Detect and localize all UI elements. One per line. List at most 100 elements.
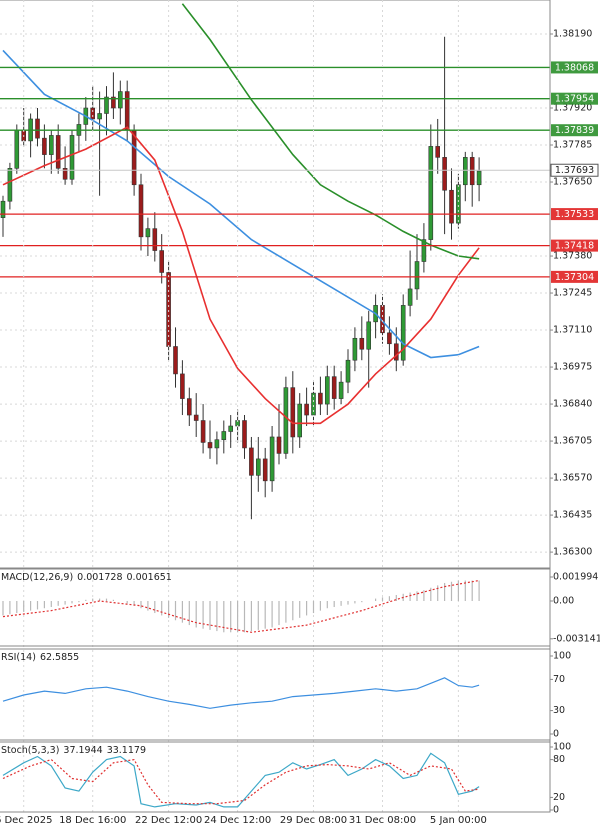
candle-body xyxy=(331,376,337,399)
candle xyxy=(290,371,296,454)
candle-body xyxy=(449,189,454,224)
candle xyxy=(111,72,116,119)
y-tick-label: 1.37785 xyxy=(553,140,592,151)
candle-body xyxy=(124,91,130,131)
candle-body xyxy=(276,436,282,454)
candle xyxy=(462,151,468,202)
y-tick-label: 80 xyxy=(553,754,565,765)
y-tick-label: 1.36975 xyxy=(553,362,592,373)
y-tick-label: 0.001994 xyxy=(553,572,598,583)
indicator-name: RSI(14) xyxy=(1,652,36,663)
candle-body xyxy=(262,458,268,482)
candle xyxy=(249,436,254,520)
candle-body xyxy=(48,135,54,155)
level-label: 1.37839 xyxy=(555,125,594,136)
candle xyxy=(62,146,68,185)
candle-body xyxy=(414,261,420,290)
candle-body xyxy=(249,447,254,476)
candle-body xyxy=(180,373,185,399)
candle xyxy=(331,365,337,410)
candle xyxy=(255,436,261,492)
indicator-title: Stoch(5,3,3) 37.1944 33.1179 xyxy=(1,745,146,756)
candle-body xyxy=(297,403,303,438)
candle-body xyxy=(469,157,475,186)
indicator-readout: 62.5855 xyxy=(40,652,79,663)
candle-body xyxy=(428,146,434,240)
candle-body xyxy=(462,157,468,186)
level-label: 1.37533 xyxy=(555,209,594,220)
candle-body xyxy=(90,107,95,120)
y-tick-label: 1.37110 xyxy=(553,325,592,336)
candle-body xyxy=(104,96,109,114)
candle-body xyxy=(476,170,482,186)
candle xyxy=(145,217,151,257)
indicator-name: Stoch(5,3,3) xyxy=(1,745,59,756)
candle-body xyxy=(42,137,47,155)
x-tick-label: 24 Dec 12:00 xyxy=(204,815,271,826)
candle xyxy=(476,157,482,202)
level-label: 1.37954 xyxy=(555,94,594,105)
x-tick-label: 22 Dec 12:00 xyxy=(135,815,202,826)
candle xyxy=(359,316,365,361)
x-tick-label: 18 Dec 16:00 xyxy=(59,815,126,826)
candle-body xyxy=(283,387,289,454)
candle xyxy=(435,118,441,174)
candle xyxy=(449,168,454,240)
candle-body xyxy=(421,239,427,262)
indicator-readout: 0.001651 xyxy=(127,572,172,583)
candle xyxy=(366,310,372,388)
y-tick-label: 1.37650 xyxy=(553,177,592,188)
level-label-box xyxy=(551,61,598,74)
candle xyxy=(35,108,40,147)
candle xyxy=(180,360,185,416)
indicator-readout: 0.001728 xyxy=(77,572,122,583)
candle-body xyxy=(387,332,392,345)
y-tick-label: 70 xyxy=(553,674,565,685)
y-tick-label: 1.38190 xyxy=(553,28,592,39)
y-tick-label: 100 xyxy=(553,742,571,753)
candle-body xyxy=(456,184,461,224)
indicator-readout: 33.1179 xyxy=(107,745,146,756)
y-tick-label: 1.37920 xyxy=(553,103,592,114)
candle-body xyxy=(324,376,330,405)
y-tick-label: 1.36705 xyxy=(553,436,592,447)
candle xyxy=(200,404,206,454)
y-tick-label: 1.36300 xyxy=(553,547,592,558)
indicator-line xyxy=(181,3,480,260)
candle-body xyxy=(187,398,192,416)
level-label-box xyxy=(551,239,598,252)
candle-body xyxy=(138,184,144,238)
candle xyxy=(159,234,164,284)
y-tick-label: 0 xyxy=(553,805,559,816)
x-tick-label: 6 Dec 2025 xyxy=(0,815,52,826)
current-price-box xyxy=(550,163,599,177)
candle xyxy=(193,393,199,437)
candle-body xyxy=(318,392,323,405)
indicator-line xyxy=(2,752,480,808)
candle xyxy=(48,129,54,174)
level-label-box xyxy=(551,124,598,137)
y-tick-label: 1.37245 xyxy=(553,288,592,299)
candle-body xyxy=(393,343,399,361)
candle xyxy=(104,86,109,136)
candle xyxy=(173,327,178,388)
candle-body xyxy=(14,129,20,169)
candle-body xyxy=(55,135,61,169)
candle xyxy=(152,212,158,262)
candle xyxy=(393,327,399,372)
candle xyxy=(428,124,434,251)
level-label-box xyxy=(551,270,598,283)
candle xyxy=(14,124,20,174)
candle xyxy=(55,124,61,174)
candle xyxy=(69,129,75,185)
candle xyxy=(304,387,309,426)
candle-body xyxy=(173,346,178,375)
candle xyxy=(97,91,102,196)
candle xyxy=(138,173,144,251)
candle-body xyxy=(221,431,227,441)
candle-body xyxy=(435,146,441,158)
candle xyxy=(352,327,358,372)
candle xyxy=(407,250,413,317)
x-tick-label: 5 Jan 00:00 xyxy=(430,815,487,826)
